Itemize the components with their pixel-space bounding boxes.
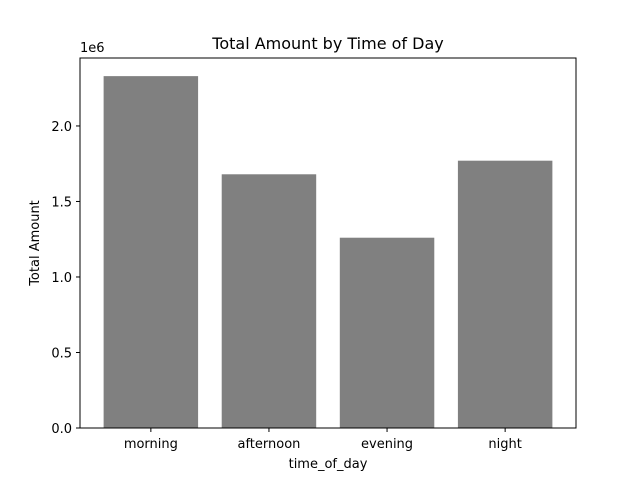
x-tick-label: night [488, 437, 521, 452]
y-axis-offset-label: 1e6 [80, 41, 105, 56]
y-axis-label: Total Amount [28, 200, 43, 287]
y-tick-label: 0.0 [51, 422, 72, 437]
y-tick-label: 1.5 [51, 195, 72, 210]
y-tick-label: 2.0 [51, 120, 72, 135]
x-tick-label: morning [124, 437, 178, 452]
bars-group [103, 76, 553, 429]
chart-title: Total Amount by Time of Day [211, 34, 443, 53]
x-axis-ticks: morning afternoon evening night [124, 428, 522, 452]
bar-evening [339, 237, 435, 428]
x-axis-label: time_of_day [289, 457, 368, 472]
x-tick-label: afternoon [237, 437, 300, 452]
bar-night [457, 160, 553, 428]
bar-afternoon [221, 174, 317, 428]
x-tick-label: evening [361, 437, 413, 452]
y-tick-label: 0.5 [51, 346, 72, 361]
y-tick-label: 1.0 [51, 271, 72, 286]
y-axis-ticks: 0.0 0.5 1.0 1.5 2.0 [51, 120, 80, 437]
bar-morning [103, 76, 199, 429]
plot-frame [79, 57, 577, 429]
